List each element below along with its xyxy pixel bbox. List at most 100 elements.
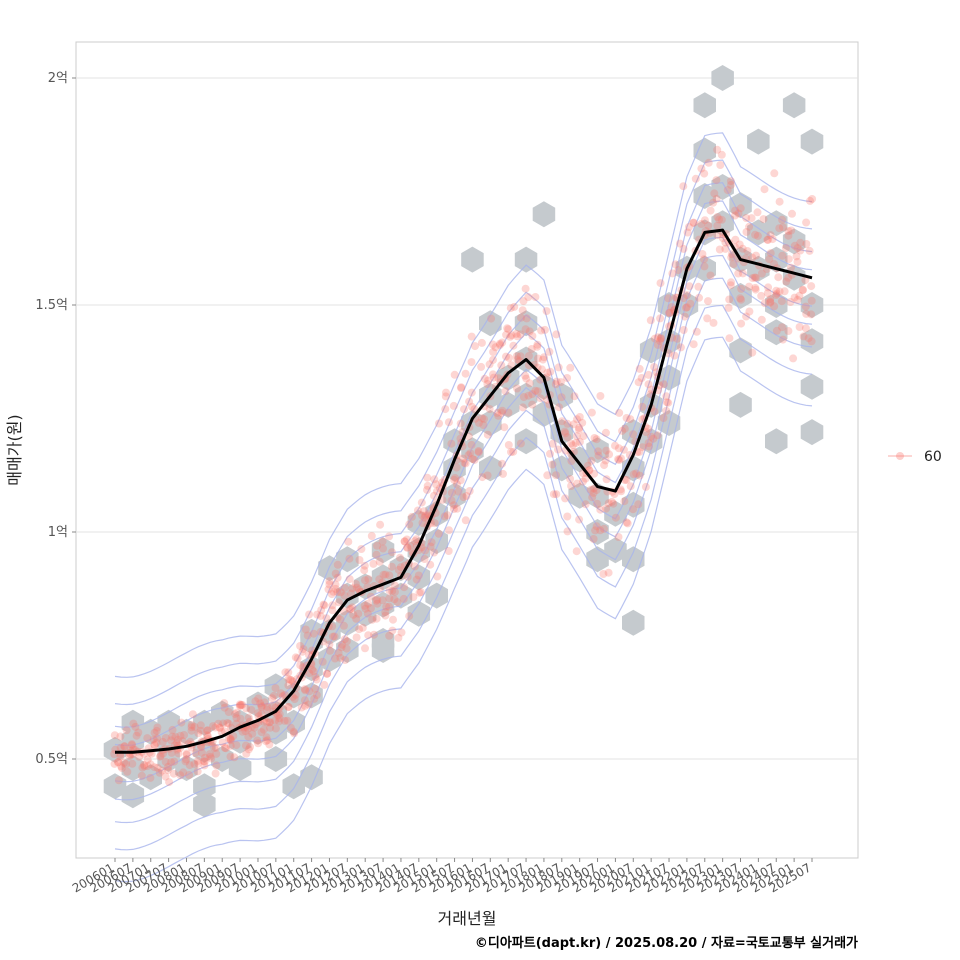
data-point [143, 734, 152, 743]
hex-bin [139, 718, 162, 745]
data-point [134, 728, 143, 737]
data-point [329, 587, 338, 596]
data-point [545, 347, 554, 356]
data-point [563, 419, 572, 428]
hex-bin [336, 582, 359, 609]
data-point [143, 762, 152, 771]
data-point [611, 441, 619, 450]
data-point [345, 575, 354, 584]
data-point [330, 632, 339, 641]
data-point [760, 299, 769, 308]
data-point [753, 231, 762, 240]
data-point [493, 408, 502, 417]
data-point [784, 273, 793, 282]
data-point [465, 397, 474, 406]
data-point [244, 713, 253, 722]
data-point [477, 362, 486, 371]
data-point [385, 586, 394, 595]
data-point [420, 513, 429, 522]
data-point [521, 284, 530, 293]
data-point [158, 737, 167, 746]
data-point [320, 601, 329, 610]
hex-bin [765, 210, 788, 237]
data-point [287, 676, 296, 685]
hex-bin [211, 700, 234, 727]
data-point [546, 367, 555, 376]
data-point [299, 645, 308, 654]
data-point [731, 211, 739, 220]
data-point [349, 610, 358, 619]
data-point [513, 355, 522, 364]
data-point [357, 545, 366, 553]
data-point [548, 439, 557, 448]
contour-line [114, 336, 813, 883]
data-point [697, 164, 706, 173]
data-point [808, 195, 817, 203]
data-point [296, 661, 305, 670]
data-point [781, 244, 790, 252]
data-point [385, 532, 394, 541]
data-point [704, 158, 713, 167]
data-point [320, 680, 329, 689]
data-point [305, 669, 314, 678]
data-point [271, 684, 280, 693]
hex-bin [103, 773, 127, 800]
data-point [199, 757, 208, 766]
data-point [164, 762, 173, 771]
data-point [444, 547, 453, 555]
data-point [293, 654, 302, 663]
data-point [676, 343, 685, 352]
data-point [745, 222, 754, 231]
data-point [224, 719, 233, 728]
data-point [127, 740, 136, 749]
data-point [263, 703, 272, 712]
data-point [725, 295, 734, 304]
data-point [712, 176, 721, 185]
data-point [521, 325, 530, 334]
data-point [575, 423, 584, 432]
data-point [276, 689, 285, 698]
data-point [120, 742, 129, 751]
data-point [402, 535, 411, 544]
data-point [310, 694, 319, 703]
data-point [372, 614, 381, 623]
data-point [161, 734, 170, 742]
data-point [170, 757, 179, 766]
data-point [122, 726, 131, 735]
data-point [385, 594, 394, 603]
data-point [416, 588, 425, 597]
data-point [232, 741, 241, 750]
data-point [378, 596, 387, 605]
data-point [799, 285, 807, 294]
data-point [587, 456, 596, 465]
data-point [364, 599, 373, 608]
data-point [548, 460, 557, 469]
data-point [394, 633, 403, 642]
data-point [236, 701, 245, 710]
data-point [795, 323, 804, 331]
data-point [409, 593, 418, 602]
data-point [766, 231, 775, 240]
data-point [716, 161, 725, 169]
data-point [443, 511, 452, 520]
data-point [638, 443, 647, 452]
data-point [537, 326, 546, 335]
hex-bin [693, 255, 716, 282]
data-point [644, 439, 653, 447]
data-point [246, 743, 254, 751]
data-point [777, 297, 786, 306]
data-point [137, 771, 146, 780]
data-point [331, 580, 340, 589]
data-point [390, 595, 399, 604]
data-point [433, 487, 441, 496]
data-point [327, 590, 336, 599]
data-point [734, 269, 743, 278]
data-point [679, 294, 688, 303]
data-point [622, 518, 631, 527]
data-point [248, 729, 257, 738]
data-point [596, 392, 605, 400]
data-point [551, 380, 560, 389]
data-point [444, 418, 453, 427]
data-point [793, 295, 802, 304]
data-point [203, 732, 212, 741]
